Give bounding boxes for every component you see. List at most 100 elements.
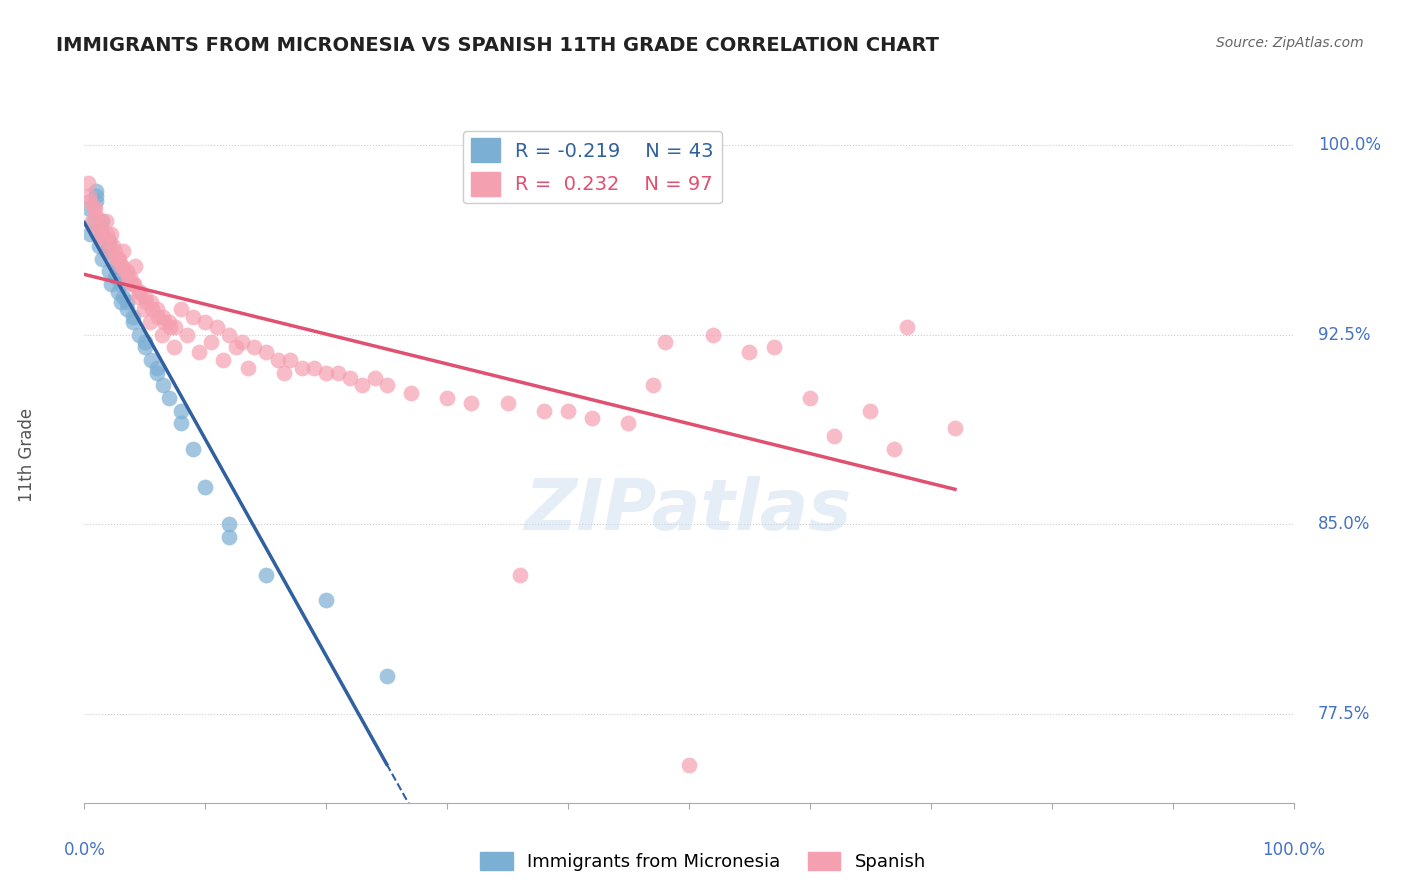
Point (77, 188, 100, 202)
Point (194, 479, 217, 493)
Point (79, 194, 101, 208)
Point (200, 335, 222, 350)
Point (152, 310, 174, 324)
Point (762, 340, 785, 354)
Point (375, 378, 398, 392)
Point (86, 194, 108, 208)
Point (83, 201, 105, 215)
Point (170, 403, 193, 417)
Point (77, 201, 100, 215)
Point (859, 403, 882, 417)
Point (702, 327, 724, 342)
Point (110, 260, 132, 274)
Point (138, 315, 160, 329)
Point (678, 757, 700, 772)
Text: 85.0%: 85.0% (1317, 516, 1369, 533)
Legend: Immigrants from Micronesia, Spanish: Immigrants from Micronesia, Spanish (472, 845, 934, 879)
Point (104, 269, 127, 284)
Point (121, 277, 143, 292)
Point (399, 386, 422, 401)
Point (134, 335, 156, 350)
Point (363, 370, 385, 384)
Point (114, 264, 136, 278)
Point (267, 353, 290, 368)
Point (315, 593, 337, 607)
Point (150, 327, 173, 342)
Point (121, 277, 143, 292)
Point (641, 378, 664, 392)
Point (111, 260, 134, 274)
Point (157, 315, 180, 329)
Point (79, 227, 101, 241)
Point (134, 290, 156, 304)
Point (91, 214, 114, 228)
Point (236, 360, 259, 375)
Point (170, 302, 193, 317)
Point (557, 403, 579, 417)
Point (91, 227, 114, 241)
Point (94, 214, 117, 228)
Point (339, 370, 361, 384)
Text: IMMIGRANTS FROM MICRONESIA VS SPANISH 11TH GRADE CORRELATION CHART: IMMIGRANTS FROM MICRONESIA VS SPANISH 11… (56, 36, 939, 54)
Point (278, 353, 301, 368)
Point (896, 320, 918, 334)
Point (302, 360, 325, 375)
Point (738, 345, 761, 359)
Point (104, 252, 127, 266)
Point (460, 396, 482, 410)
Point (127, 290, 149, 304)
Text: 11th Grade: 11th Grade (18, 408, 37, 502)
Point (96, 227, 118, 241)
Point (129, 285, 152, 299)
Point (77, 176, 100, 190)
Point (194, 315, 217, 329)
Point (128, 327, 150, 342)
Point (254, 568, 277, 582)
Point (86, 209, 108, 223)
Point (94, 244, 117, 259)
Point (90, 214, 112, 228)
Point (654, 335, 676, 350)
Point (163, 340, 186, 354)
Point (122, 277, 145, 292)
Point (86, 227, 108, 241)
Point (581, 411, 603, 425)
Point (93, 234, 115, 248)
Point (132, 302, 155, 317)
Point (124, 260, 146, 274)
Point (117, 269, 139, 284)
Text: ZIPatlas: ZIPatlas (526, 476, 852, 545)
Point (159, 320, 181, 334)
Point (146, 310, 169, 324)
Point (112, 290, 135, 304)
Text: 100.0%: 100.0% (1317, 136, 1381, 154)
Point (157, 391, 180, 405)
Point (231, 335, 253, 350)
Point (100, 227, 122, 241)
Point (120, 269, 142, 284)
Point (128, 285, 150, 299)
Point (135, 294, 157, 309)
Point (108, 252, 131, 266)
Point (943, 421, 966, 435)
Point (181, 442, 204, 456)
Point (97, 239, 120, 253)
Point (153, 315, 176, 329)
Point (436, 391, 458, 405)
Point (146, 360, 169, 375)
Point (352, 378, 374, 392)
Point (110, 277, 132, 292)
Point (218, 517, 240, 532)
Point (91, 252, 114, 266)
Point (188, 345, 211, 359)
Point (121, 310, 143, 324)
Point (883, 442, 905, 456)
Point (97, 234, 120, 248)
Point (104, 244, 127, 259)
Point (141, 302, 163, 317)
Point (207, 320, 229, 334)
Point (291, 360, 314, 375)
Point (165, 320, 187, 334)
Text: 92.5%: 92.5% (1317, 326, 1371, 343)
Point (212, 353, 235, 368)
